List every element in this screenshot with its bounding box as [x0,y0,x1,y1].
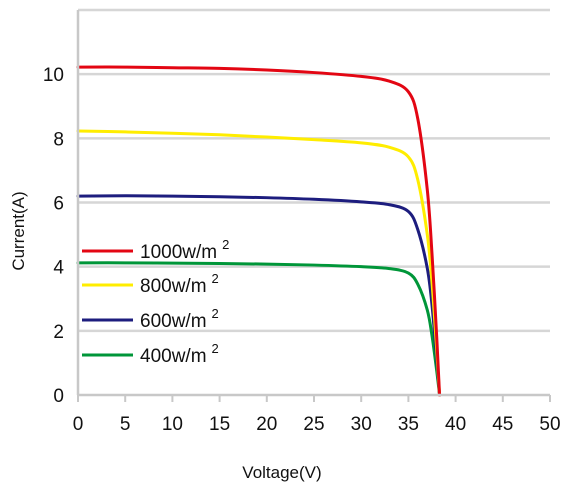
x-tick-label: 45 [492,414,513,435]
y-tick-label: 10 [43,65,64,86]
series-line-1 [76,65,442,397]
tick-layer: 0 5 10 15 20 25 30 35 40 45 50 0 2 4 6 8 10 [43,65,561,435]
legend-label-2: 800w/m [140,276,207,297]
x-tick-label: 40 [445,414,466,435]
series-line-3 [76,194,442,397]
y-tick-label: 6 [53,194,64,215]
legend-label-sup-1: 2 [222,237,229,252]
x-tick-label: 5 [120,414,131,435]
x-tick-label: 15 [209,414,230,435]
x-tick-label: 20 [256,414,277,435]
x-tick-label: 30 [351,414,372,435]
legend-label-3: 600w/m [140,311,207,332]
legend-label-sup-3: 2 [212,306,219,321]
series-line-2 [76,129,442,397]
y-tick-label: 2 [53,322,64,343]
y-tick-label: 0 [53,386,64,407]
series-layer [76,65,442,397]
legend-label-4: 400w/m [140,346,207,367]
x-tick-label: 25 [303,414,324,435]
series-line-4 [76,261,442,397]
y-tick-label: 8 [53,129,64,150]
grid-layer [78,8,550,333]
legend-label-sup-2: 2 [212,271,219,286]
x-tick-label: 0 [73,414,84,435]
y-axis-title: Current(A) [9,191,28,270]
legend: 1000w/m 2 800w/m 2 600w/m 2 400w/m 2 [82,237,229,367]
y-tick-label: 4 [53,258,64,279]
x-axis-title: Voltage(V) [242,463,321,482]
legend-label-sup-4: 2 [212,341,219,356]
x-tick-label: 50 [539,414,560,435]
x-tick-label: 10 [162,414,183,435]
legend-label-1: 1000w/m [140,242,217,263]
x-tick-label: 35 [398,414,419,435]
